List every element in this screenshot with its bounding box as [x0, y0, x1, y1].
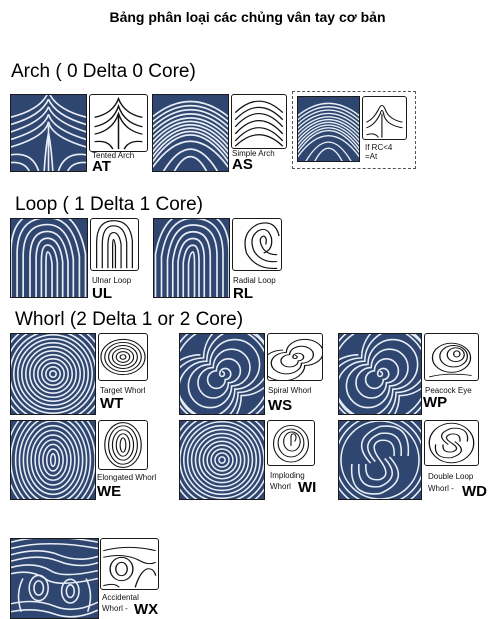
rc-dashed-box [292, 91, 416, 169]
double-loop-print [338, 420, 422, 500]
radial-loop-print [153, 218, 230, 298]
section-loop: Loop ( 1 Delta 1 Core) [15, 194, 203, 215]
spiral-whorl-label: Spiral Whorl [268, 386, 312, 395]
peacock-eye-label: Peacock Eye [425, 386, 472, 395]
simple-arch-sketch [231, 94, 287, 149]
peacock-eye-sketch [424, 333, 479, 381]
tented-arch-print [10, 94, 87, 172]
imploding-whorl-print [179, 420, 265, 500]
rc-arch-sketch [362, 96, 407, 140]
ulnar-loop-label: Ulnar Loop [92, 276, 132, 285]
rc-label-2: =At [365, 152, 378, 161]
rc-label-1: If RC<4 [365, 143, 393, 152]
target-whorl-label: Target Whorl [100, 386, 146, 395]
target-whorl-sketch [98, 333, 148, 381]
spiral-whorl-code: WS [268, 397, 293, 414]
imploding-whorl-code: WI [298, 479, 317, 496]
accidental-whorl-label-2: Whorl - [102, 604, 128, 613]
imploding-whorl-label-2: Whorl [270, 482, 291, 491]
elongated-whorl-print [10, 420, 96, 500]
tented-arch-sketch [89, 94, 148, 152]
radial-loop-label: Radial Loop [233, 276, 276, 285]
spiral-whorl-sketch [267, 333, 323, 381]
rc-arch-print [297, 96, 360, 162]
double-loop-label-2: Whorl - [428, 484, 454, 493]
target-whorl-print [10, 333, 96, 415]
accidental-whorl-code: WX [134, 601, 159, 618]
tented-arch-label: Tented Arch [92, 151, 135, 160]
imploding-whorl-label-1: Imploding [270, 471, 305, 480]
ulnar-loop-code: UL [92, 285, 112, 302]
tented-arch-code: AT [92, 158, 111, 175]
double-loop-sketch [424, 420, 479, 466]
page-title: Bảng phân loại các chủng vân tay cơ bản [109, 9, 386, 25]
simple-arch-print [152, 94, 229, 172]
accidental-whorl-sketch [100, 538, 159, 590]
simple-arch-label: Simple Arch [232, 149, 275, 158]
accidental-whorl-print [10, 538, 99, 619]
ulnar-loop-print [10, 218, 88, 298]
double-loop-code: WD [462, 483, 487, 500]
accidental-whorl-label-1: Accidental [102, 593, 139, 602]
spiral-whorl-print [179, 333, 265, 415]
section-whorl: Whorl (2 Delta 1 or 2 Core) [15, 309, 244, 330]
peacock-eye-print [338, 333, 422, 415]
simple-arch-code: AS [232, 156, 253, 173]
target-whorl-code: WT [100, 395, 124, 412]
radial-loop-code: RL [233, 285, 253, 302]
elongated-whorl-sketch [98, 420, 148, 470]
section-arch: Arch ( 0 Delta 0 Core) [11, 61, 196, 82]
radial-loop-sketch [232, 218, 282, 271]
ulnar-loop-sketch [90, 218, 139, 271]
peacock-eye-code: WP [423, 394, 448, 411]
elongated-whorl-code: WE [97, 483, 122, 500]
imploding-whorl-sketch [267, 420, 315, 466]
double-loop-label-1: Double Loop [428, 472, 474, 481]
elongated-whorl-label: Elongated Whorl [97, 473, 157, 482]
